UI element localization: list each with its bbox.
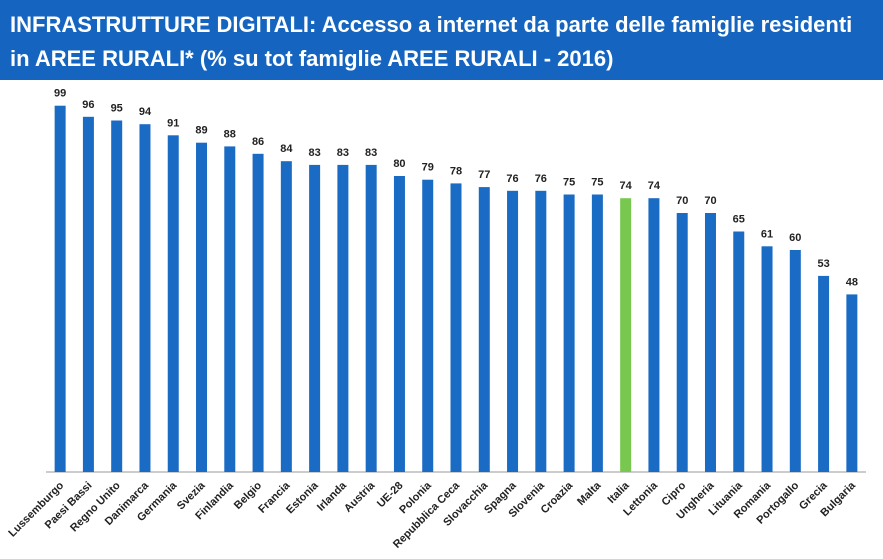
value-label: 83 bbox=[337, 147, 349, 159]
value-label: 65 bbox=[733, 214, 745, 226]
bar bbox=[676, 213, 688, 472]
bar bbox=[846, 294, 858, 472]
value-label: 79 bbox=[422, 162, 434, 174]
value-label: 75 bbox=[591, 177, 603, 189]
value-label: 60 bbox=[789, 232, 801, 244]
value-label: 61 bbox=[761, 228, 773, 240]
bar bbox=[337, 164, 349, 472]
bar bbox=[620, 198, 632, 472]
value-label: 53 bbox=[817, 258, 829, 270]
bar bbox=[252, 153, 264, 473]
bar bbox=[393, 176, 405, 472]
bar bbox=[761, 246, 773, 472]
value-label: 99 bbox=[54, 88, 66, 100]
value-label: 75 bbox=[563, 177, 575, 189]
x-tick-label: Estonia bbox=[284, 479, 321, 516]
chart-title: INFRASTRUTTURE DIGITALI: Accesso a inter… bbox=[10, 12, 852, 37]
bar bbox=[478, 187, 490, 472]
bar bbox=[507, 190, 519, 473]
bar bbox=[733, 231, 745, 472]
value-label: 76 bbox=[506, 173, 518, 185]
value-label: 77 bbox=[478, 169, 490, 181]
bar bbox=[224, 146, 236, 472]
bar bbox=[139, 124, 151, 472]
value-label: 48 bbox=[846, 276, 858, 288]
value-label: 70 bbox=[704, 195, 716, 207]
bar bbox=[818, 275, 830, 472]
bar bbox=[648, 198, 660, 472]
bar bbox=[704, 213, 716, 472]
bar bbox=[422, 179, 434, 472]
value-label: 95 bbox=[111, 103, 123, 115]
bar bbox=[535, 190, 547, 473]
bar bbox=[111, 120, 123, 472]
value-label: 74 bbox=[648, 180, 661, 192]
value-label: 76 bbox=[535, 173, 547, 185]
bar bbox=[365, 164, 377, 472]
value-label: 96 bbox=[82, 99, 94, 111]
value-label: 94 bbox=[139, 106, 152, 118]
bar bbox=[196, 142, 208, 472]
bar bbox=[82, 116, 94, 473]
value-label: 83 bbox=[365, 147, 377, 159]
x-tick-label: Croazia bbox=[539, 479, 576, 516]
bar bbox=[563, 194, 575, 472]
value-label: 89 bbox=[195, 125, 207, 137]
chart-title: in AREE RURALI* (% su tot famiglie AREE … bbox=[10, 46, 613, 71]
bar bbox=[54, 105, 66, 472]
bar bbox=[789, 250, 801, 472]
value-label: 78 bbox=[450, 165, 462, 177]
title-banner bbox=[0, 0, 883, 80]
x-tick-label: Malta bbox=[575, 479, 604, 508]
bar bbox=[280, 161, 292, 472]
value-label: 84 bbox=[280, 143, 293, 155]
value-label: 74 bbox=[620, 180, 633, 192]
bar bbox=[450, 183, 462, 472]
value-label: 88 bbox=[224, 128, 236, 140]
value-label: 83 bbox=[308, 147, 320, 159]
bar bbox=[167, 135, 179, 473]
bar bbox=[309, 164, 321, 472]
bar bbox=[591, 194, 603, 472]
value-label: 80 bbox=[393, 158, 405, 170]
value-label: 91 bbox=[167, 117, 179, 129]
value-label: 70 bbox=[676, 195, 688, 207]
value-label: 86 bbox=[252, 136, 264, 148]
x-tick-label: Austria bbox=[342, 479, 378, 515]
